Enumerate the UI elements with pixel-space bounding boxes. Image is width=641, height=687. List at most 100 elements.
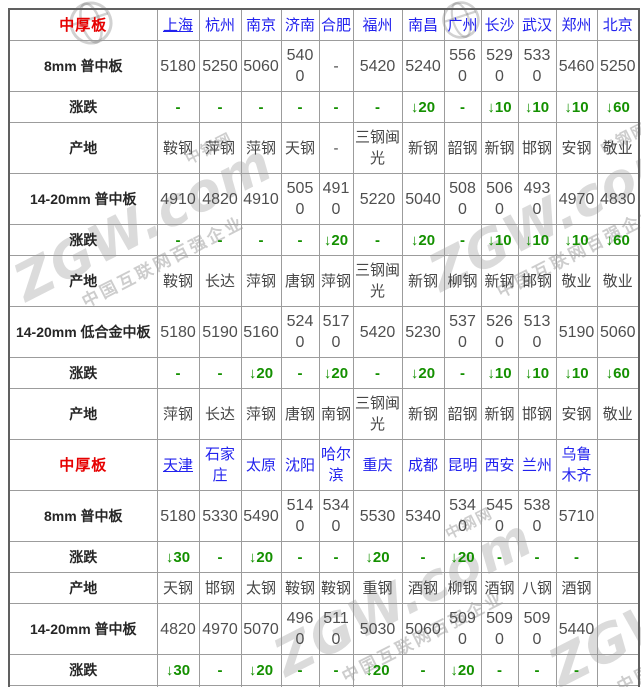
city-header-cell: 兰州	[517, 439, 557, 491]
row-label: 产地	[8, 388, 158, 440]
price-change-cell: ↓30	[156, 541, 200, 573]
origin-cell: 新钢	[480, 122, 519, 174]
price-cell: 5460	[555, 40, 598, 92]
table-row-origin: 产地 天钢 邯钢 太钢 鞍钢 鞍钢 重钢 酒钢 柳钢 酒钢 八钢 酒钢	[8, 572, 640, 604]
row-label: 产地	[8, 572, 158, 604]
price-change-cell: -	[318, 654, 354, 686]
table-row-price: 14-20mm 普中板 4910 4820 4910 5050 4910 5220 5040 5…	[8, 173, 640, 225]
price-change-cell: -	[318, 541, 354, 573]
price-change-cell: -	[318, 91, 354, 123]
price-cell: -	[318, 40, 354, 92]
table-row-header: 中厚板 上海 杭州 南京 济南 合肥 福州 南昌 广州 长沙 武汉 郑州 北京	[8, 8, 640, 41]
price-cell: 5130	[517, 306, 557, 358]
city-link[interactable]: 天津	[156, 439, 200, 491]
price-change-cell: -	[443, 357, 482, 389]
price-change-cell: ↓20	[352, 654, 403, 686]
origin-cell: 鞍钢	[318, 572, 354, 604]
price-cell: 5340	[318, 490, 354, 542]
price-cell: 5090	[443, 603, 482, 655]
price-change-cell: -	[198, 357, 242, 389]
price-change-cell: ↓10	[480, 357, 519, 389]
price-cell: 5190	[198, 306, 242, 358]
price-change-cell: -	[443, 91, 482, 123]
price-change-cell: -	[280, 224, 320, 256]
origin-cell: 新钢	[480, 255, 519, 307]
origin-cell: 鞍钢	[156, 122, 200, 174]
city-header-cell: 成都	[401, 439, 445, 491]
price-cell: 5380	[517, 490, 557, 542]
origin-cell: 安钢	[555, 122, 598, 174]
city-header-cell	[596, 439, 640, 491]
price-cell: 5060	[401, 603, 445, 655]
row-label: 涨跌	[8, 357, 158, 389]
city-header-cell: 武汉	[517, 8, 557, 41]
origin-cell: 重钢	[352, 572, 403, 604]
city-header-cell: 西安	[480, 439, 519, 491]
price-cell: 5060	[240, 40, 282, 92]
table-row-change: 涨跌 - - - - - - ↓20- ↓10 ↓10 ↓10 ↓60	[8, 91, 640, 123]
price-cell: 4830	[596, 173, 640, 225]
price-cell: 5420	[352, 306, 403, 358]
price-change-cell: ↓20	[352, 541, 403, 573]
price-cell: 5230	[401, 306, 445, 358]
origin-cell: 新钢	[480, 388, 519, 440]
row-label: 产地	[8, 122, 158, 174]
city-header-cell: 福州	[352, 8, 403, 41]
section-title: 中厚板	[8, 8, 158, 41]
row-label: 14-20mm 普中板	[8, 173, 158, 225]
price-cell: 5060	[596, 306, 640, 358]
table-row-price: 8mm 普中板 5180 5250 5060 5400-5420 5240 5560 5290…	[8, 40, 640, 92]
city-header-cell: 长沙	[480, 8, 519, 41]
price-change-cell	[596, 541, 640, 573]
origin-cell: 敬业	[555, 255, 598, 307]
price-cell: 4910	[156, 173, 200, 225]
origin-cell: 天钢	[156, 572, 200, 604]
city-header-cell: 沈阳	[280, 439, 320, 491]
price-change-cell: ↓20	[318, 357, 354, 389]
price-cell: 4820	[156, 603, 200, 655]
city-link[interactable]: 上海	[156, 8, 200, 41]
price-cell: 5060	[480, 173, 519, 225]
table-row-origin: 产地天钢邯钢临钢鞍钢鞍钢重钢酒钢柳钢酒钢酒钢八钢	[8, 685, 640, 687]
origin-cell: 三钢闽光	[352, 122, 403, 174]
table-row-change: 涨跌 ↓30- ↓20- - ↓20- ↓20- - -	[8, 541, 640, 573]
price-change-cell: ↓20	[401, 224, 445, 256]
city-header-cell: 重庆	[352, 439, 403, 491]
price-change-cell: -	[198, 91, 242, 123]
price-change-cell: -	[198, 654, 242, 686]
price-cell: 5290	[480, 40, 519, 92]
price-cell: 5330	[198, 490, 242, 542]
price-cell: 5030	[352, 603, 403, 655]
price-cell: 5190	[555, 306, 598, 358]
origin-cell: 萍钢	[240, 255, 282, 307]
price-change-cell: -	[352, 357, 403, 389]
origin-cell: 南钢	[318, 388, 354, 440]
price-cell	[596, 490, 640, 542]
price-change-cell: ↓10	[517, 357, 557, 389]
origin-cell: 新钢	[401, 122, 445, 174]
origin-cell: 新钢	[401, 388, 445, 440]
price-change-cell: -	[280, 357, 320, 389]
origin-cell: 长达	[198, 388, 242, 440]
price-cell: 5240	[401, 40, 445, 92]
price-cell: 5170	[318, 306, 354, 358]
price-cell	[596, 603, 640, 655]
row-label: 14-20mm 普中板	[8, 603, 158, 655]
price-change-cell: -	[443, 224, 482, 256]
price-cell: 5140	[280, 490, 320, 542]
price-cell: 5180	[156, 40, 200, 92]
origin-cell: 邯钢	[198, 572, 242, 604]
price-cell: 5240	[280, 306, 320, 358]
price-cell: 5260	[480, 306, 519, 358]
origin-cell: 萍钢	[240, 388, 282, 440]
origin-cell: 鞍钢	[280, 572, 320, 604]
origin-cell: 敬业	[596, 255, 640, 307]
price-change-cell: -	[240, 224, 282, 256]
origin-cell: 天钢	[280, 122, 320, 174]
price-cell: 5110	[318, 603, 354, 655]
price-cell: 5340	[443, 490, 482, 542]
origin-cell: 酒钢	[555, 572, 598, 604]
price-change-cell: ↓20	[443, 654, 482, 686]
price-cell: 5400	[280, 40, 320, 92]
row-label: 产地	[8, 255, 158, 307]
